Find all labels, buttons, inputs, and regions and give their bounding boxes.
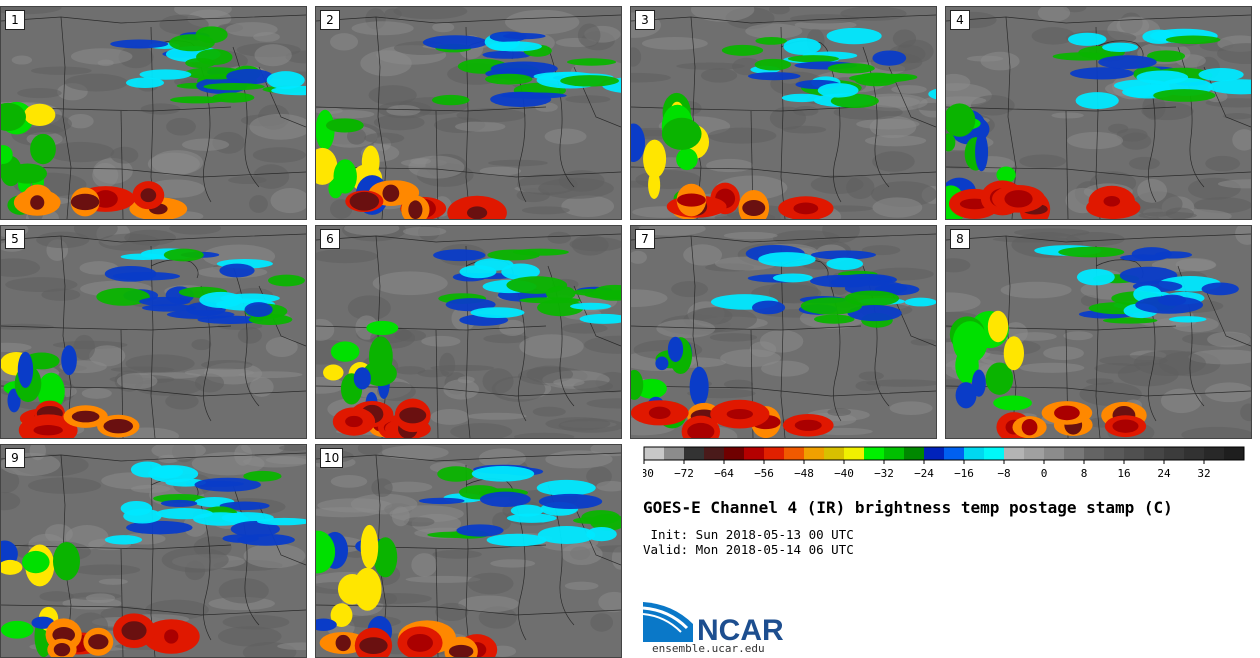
colorbar-tick-label: −40 (834, 467, 854, 480)
colorbar-swatch (1064, 447, 1084, 460)
colorbar-tick-label: 24 (1157, 467, 1171, 480)
ir-satellite-map (946, 226, 1251, 438)
panel-number-label: 2 (320, 10, 340, 30)
ir-satellite-map (316, 226, 621, 438)
ir-satellite-map (1, 445, 306, 657)
colorbar-swatch (764, 447, 784, 460)
colorbar-swatch (1184, 447, 1204, 460)
colorbar-swatch (844, 447, 864, 460)
map-panel-9: 9 (0, 444, 307, 658)
colorbar-swatch (644, 447, 664, 460)
colorbar-swatch (864, 447, 884, 460)
map-panel-4: 4 (945, 6, 1252, 220)
colorbar-tick-label: −8 (997, 467, 1010, 480)
ir-satellite-map (316, 7, 621, 219)
colorbar-swatch (984, 447, 1004, 460)
ir-satellite-map (1, 7, 306, 219)
colorbar-tick-label: 16 (1117, 467, 1130, 480)
colorbar-swatch (944, 447, 964, 460)
colorbar-swatch (724, 447, 744, 460)
map-panel-1: 1 (0, 6, 307, 220)
colorbar-swatch (804, 447, 824, 460)
colorbar-swatch (1124, 447, 1144, 460)
ir-satellite-map (946, 7, 1251, 219)
colorbar-swatch (664, 447, 684, 460)
colorbar-swatch (784, 447, 804, 460)
map-panel-3: 3 (630, 6, 937, 220)
colorbar-swatch (964, 447, 984, 460)
colorbar-tick-label: −72 (674, 467, 694, 480)
colorbar-swatch (1104, 447, 1124, 460)
map-panel-2: 2 (315, 6, 622, 220)
map-panel-7: 7 (630, 225, 937, 439)
map-panel-5: 5 (0, 225, 307, 439)
panel-number-label: 3 (635, 10, 655, 30)
ir-satellite-map (631, 226, 936, 438)
panel-number-label: 7 (635, 229, 655, 249)
colorbar-tick-label: −80 (643, 467, 654, 480)
map-panel-10: 10 (315, 444, 622, 658)
colorbar-swatch (744, 447, 764, 460)
map-panel-8: 8 (945, 225, 1252, 439)
panel-number-label: 9 (5, 448, 25, 468)
colorbar-tick-label: −16 (954, 467, 974, 480)
valid-time: Valid: Mon 2018-05-14 06 UTC (643, 542, 854, 557)
panel-number-label: 5 (5, 229, 25, 249)
ir-satellite-map (316, 445, 621, 657)
colorbar-swatch (904, 447, 924, 460)
ncar-logo-text: NCAR (697, 614, 784, 644)
map-panel-6: 6 (315, 225, 622, 439)
colorbar-tick-label: 0 (1041, 467, 1048, 480)
panel-number-label: 8 (950, 229, 970, 249)
colorbar-swatch (1204, 447, 1224, 460)
init-time: Init: Sun 2018-05-13 00 UTC (643, 527, 854, 542)
colorbar-swatch (1224, 447, 1244, 460)
colorbar-swatch (1024, 447, 1044, 460)
ir-satellite-map (1, 226, 306, 438)
panel-number-label: 1 (5, 10, 25, 30)
colorbar-swatch (704, 447, 724, 460)
colorbar-tick-label: −48 (794, 467, 814, 480)
ncar-logo: NCAR (643, 602, 784, 644)
panel-number-label: 6 (320, 229, 340, 249)
colorbar-tick-label: −32 (874, 467, 894, 480)
colorbar-tick-label: −56 (754, 467, 774, 480)
colorbar-swatch (1164, 447, 1184, 460)
figure-title: GOES-E Channel 4 (IR) brightness temp po… (643, 498, 1173, 517)
ir-satellite-map (631, 7, 936, 219)
colorbar-tick-label: 8 (1081, 467, 1088, 480)
colorbar-swatch (1084, 447, 1104, 460)
colorbar-swatch (1044, 447, 1064, 460)
website-url: ensemble.ucar.edu (652, 642, 765, 655)
colorbar-swatch (684, 447, 704, 460)
colorbar-tick-label: −64 (714, 467, 734, 480)
colorbar-swatch (884, 447, 904, 460)
colorbar-tick-label: 32 (1197, 467, 1210, 480)
panel-number-label: 10 (320, 448, 344, 468)
colorbar-swatch (824, 447, 844, 460)
colorbar-swatch (924, 447, 944, 460)
colorbar-swatch (1004, 447, 1024, 460)
panel-number-label: 4 (950, 10, 970, 30)
colorbar-tick-label: −24 (914, 467, 934, 480)
colorbar-swatch (1144, 447, 1164, 460)
